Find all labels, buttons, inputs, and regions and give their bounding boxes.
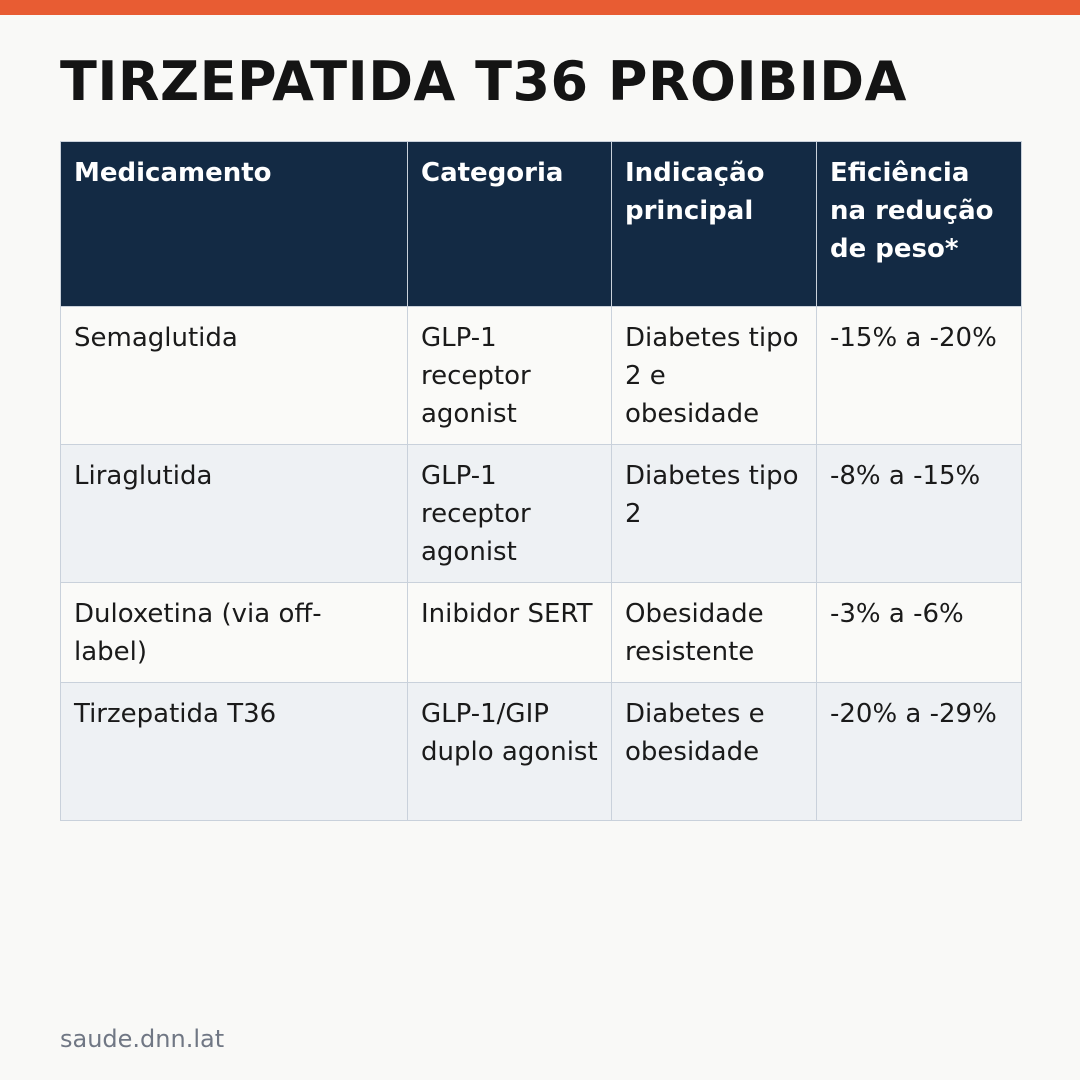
- cell-medicamento: Tirzepatida T36: [60, 682, 408, 821]
- cell-categoria: GLP-1/GIP duplo agonist: [407, 682, 612, 821]
- table-row: Liraglutida GLP-1 receptor agonist Diabe…: [60, 444, 1022, 583]
- cell-categoria: Inibidor SERT: [407, 582, 612, 683]
- table-header-row: Medicamento Categoria Indicação principa…: [60, 141, 1022, 307]
- cell-eficiencia: -8% a -15%: [816, 444, 1022, 583]
- cell-categoria: GLP-1 receptor agonist: [407, 444, 612, 583]
- cell-indicacao: Diabetes tipo 2 e obesidade: [611, 306, 817, 445]
- table-row: Duloxetina (via off-label) Inibidor SERT…: [60, 582, 1022, 683]
- header-medicamento: Medicamento: [60, 141, 408, 307]
- table-row: Semaglutida GLP-1 receptor agonist Diabe…: [60, 306, 1022, 445]
- header-eficiencia: Eficiência na redução de peso*: [816, 141, 1022, 307]
- cell-eficiencia: -15% a -20%: [816, 306, 1022, 445]
- cell-eficiencia: -20% a -29%: [816, 682, 1022, 821]
- table-row: Tirzepatida T36 GLP-1/GIP duplo agonist …: [60, 682, 1022, 821]
- footer-source: saude.dnn.lat: [60, 1025, 225, 1053]
- cell-eficiencia: -3% a -6%: [816, 582, 1022, 683]
- cell-medicamento: Duloxetina (via off-label): [60, 582, 408, 683]
- cell-indicacao: Diabetes e obesidade: [611, 682, 817, 821]
- header-categoria: Categoria: [407, 141, 612, 307]
- cell-indicacao: Diabetes tipo 2: [611, 444, 817, 583]
- page-title: TIRZEPATIDA T36 PROIBIDA: [60, 50, 907, 113]
- header-indicacao-principal: Indicação principal: [611, 141, 817, 307]
- cell-medicamento: Semaglutida: [60, 306, 408, 445]
- cell-medicamento: Liraglutida: [60, 444, 408, 583]
- cell-indicacao: Obesidade resistente: [611, 582, 817, 683]
- cell-categoria: GLP-1 receptor agonist: [407, 306, 612, 445]
- comparison-table: Medicamento Categoria Indicação principa…: [60, 141, 1022, 821]
- accent-bar: [0, 0, 1080, 15]
